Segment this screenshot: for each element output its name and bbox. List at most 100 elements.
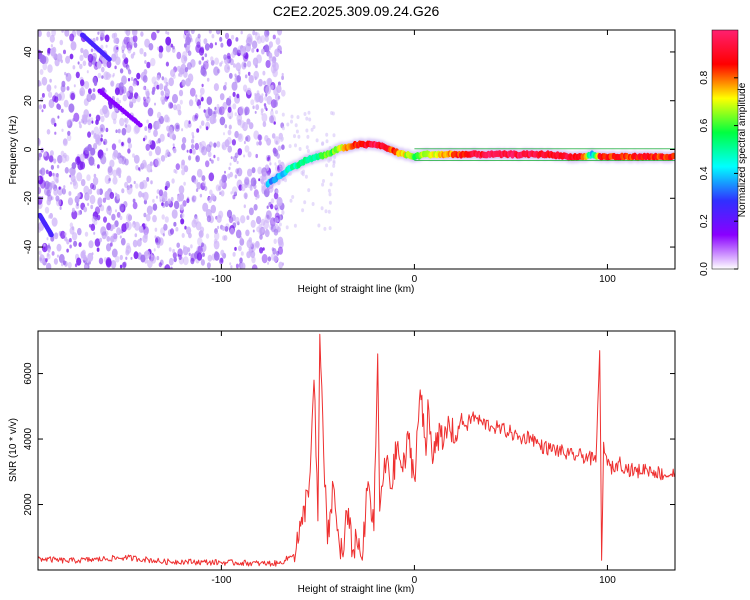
noise-speckle — [58, 254, 65, 264]
noise-speckle — [63, 49, 66, 55]
noise-speckle — [194, 114, 198, 121]
noise-speckle — [228, 72, 233, 79]
noise-speckle — [49, 212, 53, 219]
colorbar-tick-label: 0.8 — [699, 70, 710, 84]
noise-speckle — [252, 229, 255, 233]
noise-speckle — [38, 250, 42, 256]
noise-speckle — [166, 182, 170, 188]
noise-speckle — [111, 33, 116, 39]
noise-speckle — [271, 228, 274, 233]
noise-speckle — [133, 180, 136, 185]
noise-speckle — [305, 116, 309, 121]
noise-speckle — [321, 182, 325, 187]
noise-speckle — [141, 192, 145, 198]
noise-speckle — [48, 170, 53, 177]
noise-speckle — [73, 181, 79, 190]
noise-speckle — [158, 262, 162, 268]
y-tick-label: 6000 — [23, 362, 34, 385]
noise-speckle — [90, 223, 96, 231]
noise-speckle — [113, 38, 117, 44]
noise-speckle — [232, 252, 236, 257]
noise-speckle — [87, 252, 94, 262]
noise-speckle — [214, 42, 217, 46]
noise-speckle — [206, 59, 209, 63]
noise-speckle — [79, 54, 84, 62]
noise-speckle — [226, 97, 232, 106]
noise-speckle — [213, 154, 216, 159]
noise-speckle — [127, 137, 132, 144]
noise-speckle — [238, 133, 242, 140]
noise-speckle — [167, 126, 173, 135]
noise-speckle — [195, 221, 202, 231]
noise-speckle — [66, 248, 69, 253]
snr-y-ticks: 2000 4000 6000 — [23, 362, 675, 516]
noise-speckle — [304, 174, 308, 179]
noise-speckle — [38, 30, 42, 37]
noise-speckle — [178, 71, 183, 78]
noise-speckle — [69, 238, 72, 243]
noise-speckle — [134, 92, 139, 99]
snr-y-label: SNR (10 * v/v) — [8, 418, 19, 482]
noise-speckle — [277, 30, 283, 36]
noise-speckle — [169, 153, 172, 157]
noise-speckle — [207, 254, 213, 262]
noise-speckle — [135, 183, 139, 189]
noise-speckle — [194, 178, 199, 185]
noise-speckle — [274, 217, 279, 224]
noise-speckle — [100, 155, 107, 165]
noise-speckle — [193, 216, 199, 225]
noise-speckle — [126, 242, 131, 250]
noise-speckle — [143, 52, 147, 57]
noise-speckle — [230, 265, 233, 269]
noise-speckle — [57, 104, 62, 110]
noise-speckle — [119, 68, 124, 74]
noise-speckle — [211, 34, 215, 39]
noise-speckle — [131, 30, 138, 37]
noise-speckle — [136, 239, 142, 247]
noise-speckle — [43, 243, 46, 247]
noise-speckle — [194, 214, 198, 220]
noise-speckle — [119, 117, 125, 127]
snr-series — [38, 333, 675, 567]
noise-speckle — [97, 72, 102, 79]
noise-speckle — [93, 173, 97, 178]
noise-speckle — [181, 213, 185, 218]
noise-speckle — [83, 206, 88, 213]
noise-speckle — [264, 135, 269, 142]
noise-speckle — [224, 81, 228, 86]
noise-speckle — [72, 65, 76, 70]
noise-speckle — [176, 51, 182, 60]
noise-speckle — [224, 32, 230, 40]
noise-speckle — [160, 90, 165, 96]
noise-speckle — [213, 83, 219, 92]
noise-speckle — [250, 123, 254, 128]
noise-speckle — [201, 175, 206, 182]
noise-speckle — [70, 41, 77, 51]
noise-speckle — [177, 194, 182, 202]
noise-speckle — [213, 251, 220, 261]
noise-speckle — [273, 99, 278, 108]
noise-speckle — [109, 191, 115, 200]
noise-speckle — [161, 99, 165, 105]
noise-speckle — [281, 144, 285, 150]
noise-speckle — [270, 198, 275, 204]
noise-speckle — [38, 226, 42, 233]
noise-speckle — [183, 56, 188, 62]
noise-speckle — [122, 261, 127, 268]
noise-speckle — [154, 102, 156, 106]
noise-speckle — [246, 215, 250, 220]
spectrogram-y-label: Frequency (Hz) — [8, 116, 19, 185]
noise-speckle — [116, 211, 121, 218]
noise-speckle — [285, 225, 289, 230]
noise-speckle — [128, 142, 133, 149]
noise-speckle — [151, 76, 157, 85]
noise-speckle — [153, 158, 159, 168]
noise-speckle — [232, 91, 236, 97]
noise-speckle — [69, 244, 72, 249]
noise-speckle — [303, 200, 307, 205]
noise-speckle — [108, 73, 112, 78]
noise-speckle — [172, 143, 175, 147]
noise-speckle — [181, 137, 187, 144]
noise-speckle — [41, 76, 48, 86]
noise-speckle — [322, 179, 325, 183]
